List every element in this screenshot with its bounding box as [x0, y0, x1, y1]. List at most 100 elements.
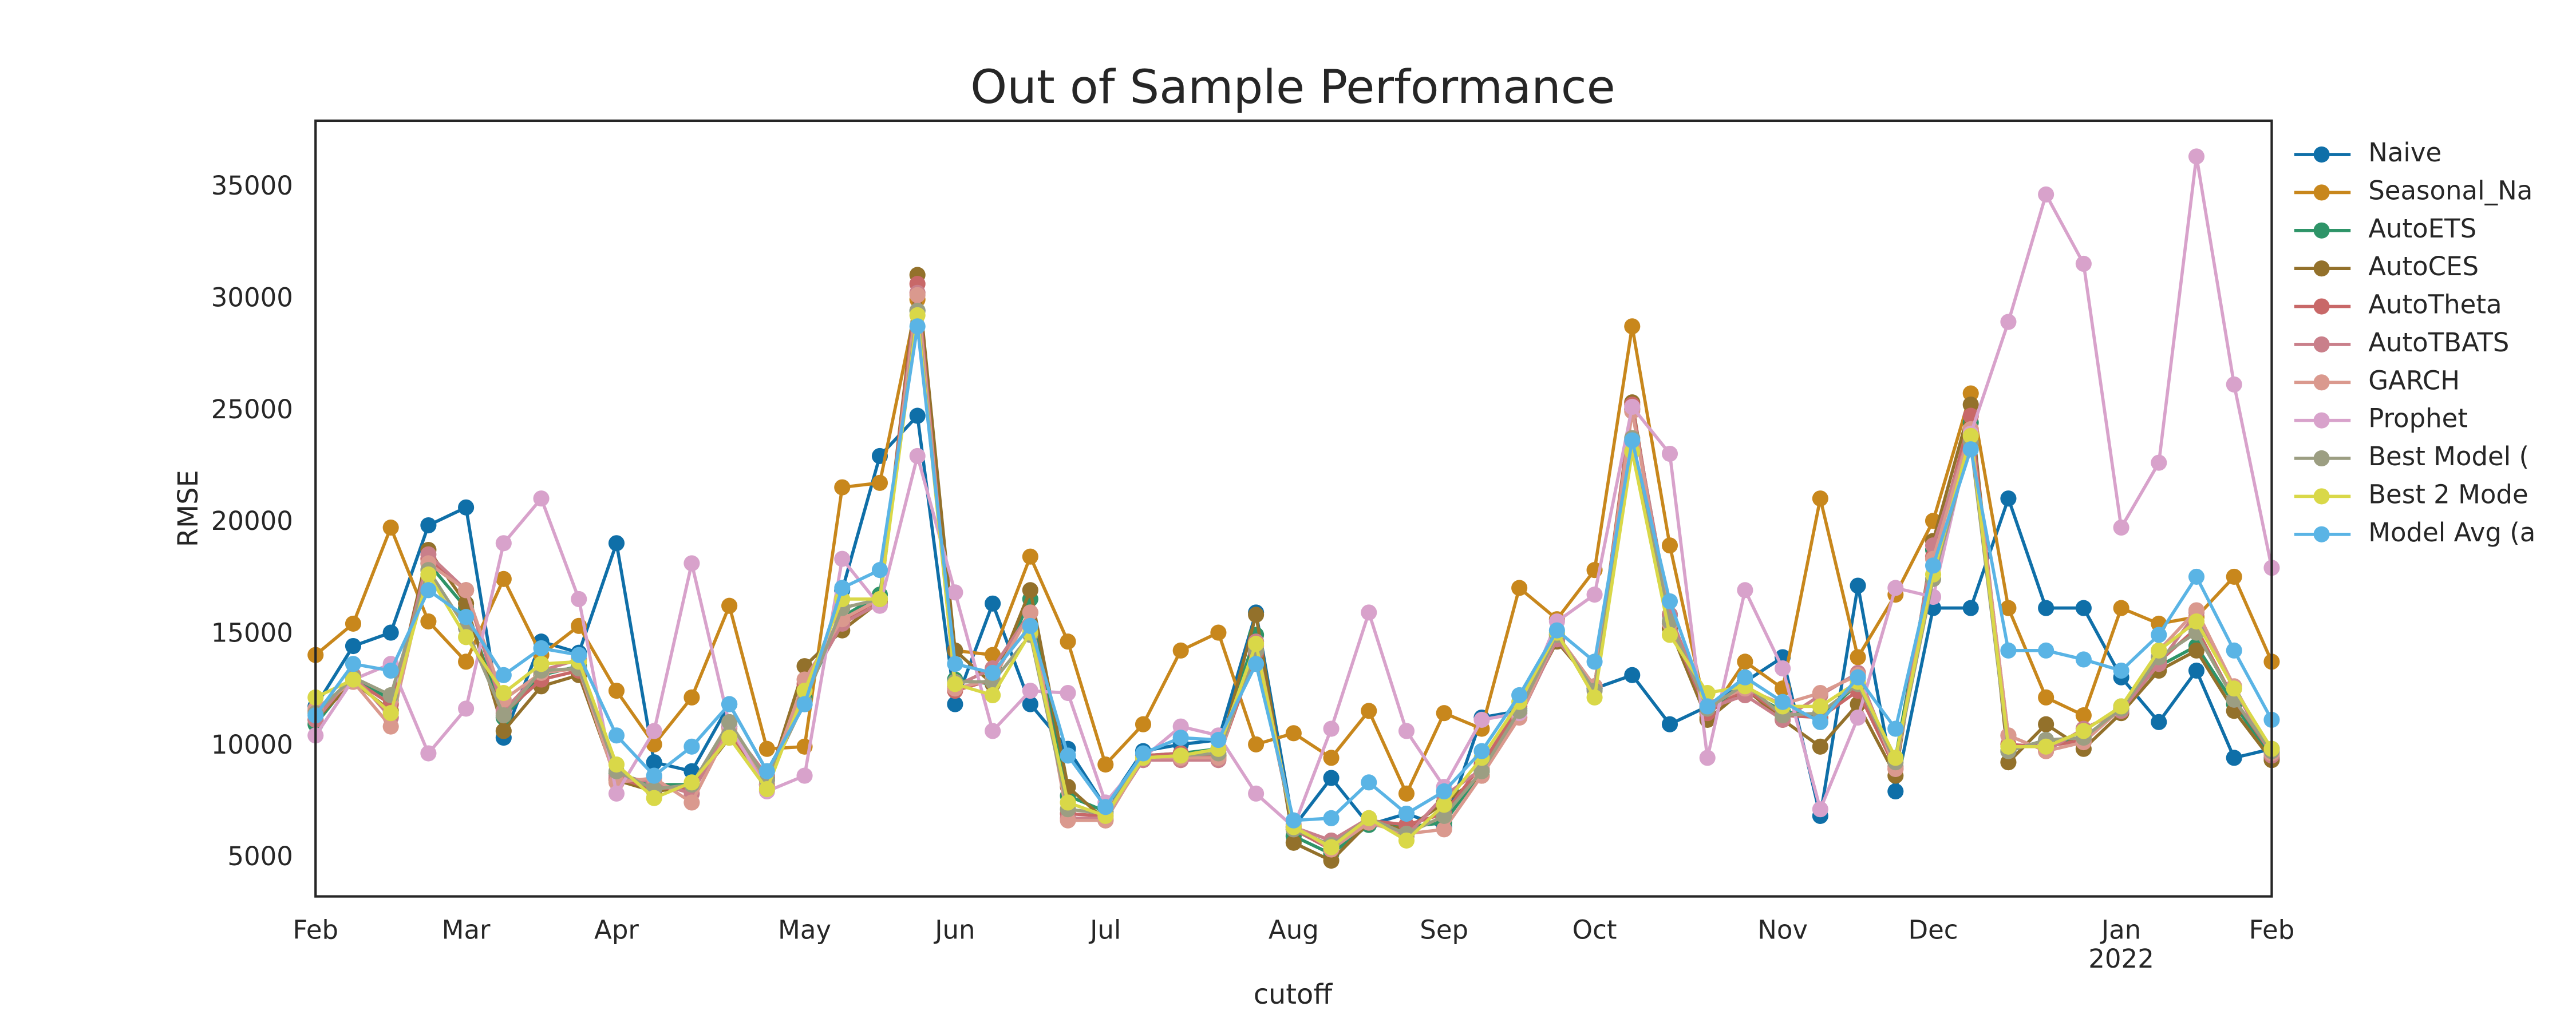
data-point — [1436, 797, 1452, 813]
data-point — [458, 499, 475, 516]
data-point — [1661, 716, 1678, 732]
legend-label: Naive — [2368, 137, 2441, 168]
data-point — [345, 615, 362, 632]
data-point — [495, 667, 512, 683]
data-point — [2151, 714, 2167, 730]
x-tick-label: Feb — [2249, 914, 2295, 945]
data-point — [1323, 720, 1340, 737]
data-point — [1624, 667, 1641, 683]
data-point — [2113, 698, 2129, 715]
legend-label: Prophet — [2368, 403, 2468, 434]
data-point — [1172, 730, 1189, 746]
y-tick-label: 10000 — [211, 730, 293, 760]
plot-frame — [314, 119, 2273, 898]
data-point — [2038, 642, 2055, 659]
data-point — [2038, 738, 2055, 755]
data-point — [1661, 445, 1678, 462]
data-point — [495, 707, 512, 724]
data-point — [2113, 600, 2129, 616]
legend-marker — [2313, 146, 2330, 163]
data-point — [1850, 709, 1866, 726]
data-point — [1925, 557, 1942, 574]
data-point — [2000, 600, 2017, 616]
x-tick-label: Nov — [1757, 914, 1808, 945]
data-point — [1398, 785, 1415, 802]
data-point — [2075, 600, 2092, 616]
data-point — [1022, 683, 1038, 699]
data-point — [1022, 696, 1038, 712]
data-point — [1323, 770, 1340, 786]
y-tick-label: 15000 — [211, 617, 293, 648]
data-point — [1624, 432, 1641, 449]
data-point — [2075, 255, 2092, 272]
data-point — [646, 723, 662, 739]
data-point — [1548, 622, 1565, 639]
data-point — [1473, 763, 1490, 779]
x-tick-label: Aug — [1269, 914, 1319, 945]
data-point — [2000, 754, 2017, 771]
data-point — [1436, 783, 1452, 800]
data-point — [608, 683, 625, 699]
y-tick-label: 25000 — [211, 394, 293, 425]
data-point — [796, 767, 813, 784]
data-point — [834, 550, 851, 567]
data-point — [834, 479, 851, 496]
data-point — [1398, 723, 1415, 739]
data-point — [985, 687, 1001, 704]
legend-marker — [2313, 374, 2330, 391]
data-point — [1812, 714, 1828, 730]
data-point — [1361, 604, 1377, 621]
data-point — [683, 738, 700, 755]
data-point — [382, 718, 399, 735]
x-year-label: 2022 — [2088, 944, 2154, 974]
data-point — [1812, 684, 1828, 702]
data-point — [1022, 548, 1038, 565]
data-point — [458, 629, 475, 645]
data-point — [420, 517, 437, 534]
data-point — [1887, 580, 1904, 596]
data-point — [1060, 684, 1076, 702]
data-point — [1323, 839, 1340, 855]
data-point — [458, 582, 475, 599]
x-tick-label: Dec — [1908, 914, 1958, 945]
legend-marker — [2313, 526, 2330, 542]
data-point — [458, 700, 475, 717]
data-point — [2151, 642, 2167, 659]
data-point — [420, 566, 437, 583]
data-point — [1060, 812, 1076, 829]
data-point — [2000, 490, 2017, 507]
data-point — [608, 756, 625, 773]
data-point — [1436, 705, 1452, 722]
data-point — [1361, 703, 1377, 719]
data-point — [1210, 732, 1227, 748]
legend-marker — [2313, 450, 2330, 467]
data-point — [571, 591, 587, 608]
data-point — [2151, 627, 2167, 643]
data-point — [1887, 783, 1904, 800]
data-point — [2226, 568, 2242, 585]
data-point — [683, 555, 700, 572]
data-point — [495, 535, 512, 552]
data-point — [2038, 600, 2055, 616]
data-point — [1887, 750, 1904, 766]
data-point — [382, 624, 399, 641]
data-point — [683, 689, 700, 706]
data-point — [683, 774, 700, 791]
x-tick-label: Apr — [594, 914, 639, 945]
x-tick-label: Oct — [1573, 914, 1617, 945]
data-point — [2113, 519, 2129, 536]
data-point — [1737, 582, 1753, 599]
data-point — [382, 662, 399, 679]
data-point — [758, 781, 775, 798]
data-point — [420, 745, 437, 762]
data-point — [1135, 745, 1152, 762]
data-point — [1511, 687, 1528, 704]
data-point — [1323, 852, 1340, 869]
legend-marker — [2313, 412, 2330, 429]
data-point — [2226, 642, 2242, 659]
legend-label: AutoTBATS — [2368, 327, 2509, 358]
data-point — [1887, 720, 1904, 737]
data-point — [1172, 718, 1189, 735]
data-point — [1361, 810, 1377, 826]
data-point — [1022, 604, 1038, 621]
